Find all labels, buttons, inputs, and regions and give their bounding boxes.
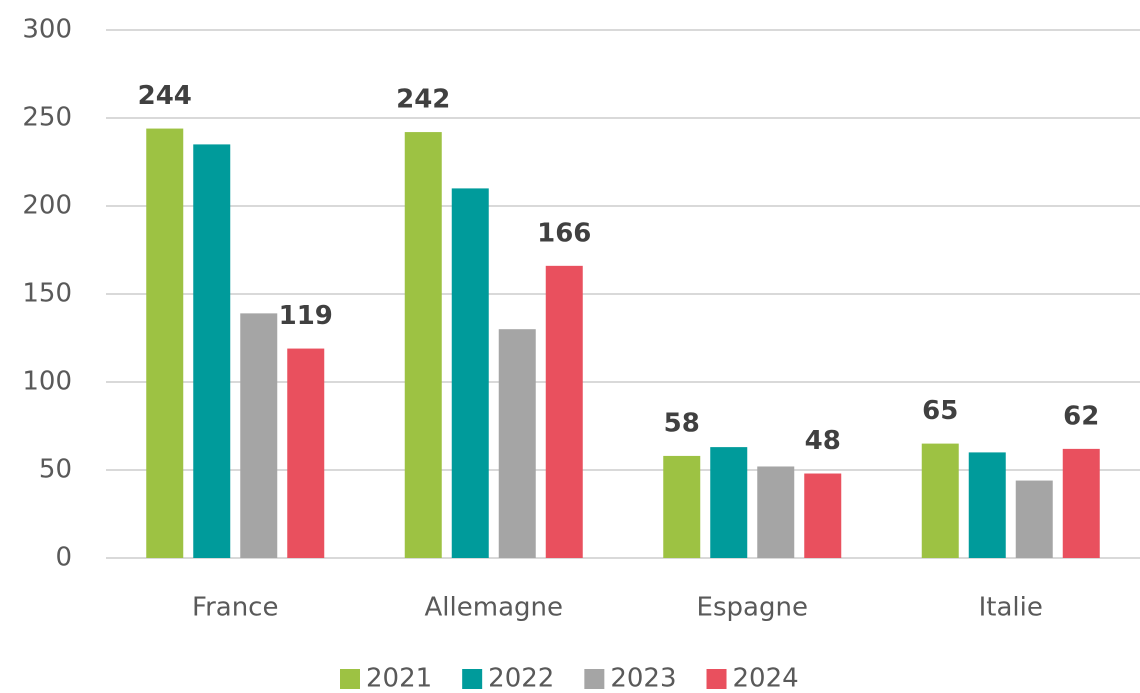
legend-swatch bbox=[462, 669, 483, 689]
bar bbox=[498, 329, 536, 558]
bar bbox=[193, 144, 231, 558]
data-label: 242 bbox=[396, 85, 450, 115]
legend-swatch bbox=[706, 669, 727, 689]
bar bbox=[1062, 448, 1100, 558]
y-tick-label: 150 bbox=[22, 279, 72, 309]
legend-label: 2022 bbox=[488, 664, 554, 693]
y-tick-label: 0 bbox=[55, 543, 72, 573]
data-label: 244 bbox=[138, 81, 192, 111]
bar bbox=[287, 348, 325, 558]
data-label: 58 bbox=[664, 408, 700, 438]
x-tick-label: Italie bbox=[979, 593, 1043, 623]
data-label: 65 bbox=[922, 396, 958, 426]
bar bbox=[921, 443, 959, 558]
legend-label: 2024 bbox=[733, 664, 799, 693]
bar bbox=[545, 265, 583, 558]
bar bbox=[968, 452, 1006, 558]
legend-label: 2023 bbox=[610, 664, 676, 693]
bar bbox=[240, 313, 278, 558]
x-tick-label: Allemagne bbox=[425, 593, 563, 623]
y-tick-label: 100 bbox=[22, 367, 72, 397]
bar bbox=[1015, 480, 1053, 558]
data-label: 166 bbox=[537, 218, 591, 248]
y-tick-label: 200 bbox=[22, 191, 72, 221]
legend-label: 2021 bbox=[366, 664, 432, 693]
bar bbox=[710, 447, 748, 558]
data-label: 119 bbox=[279, 301, 333, 331]
bar bbox=[146, 128, 184, 558]
legend-swatch bbox=[584, 669, 605, 689]
y-tick-label: 250 bbox=[22, 103, 72, 133]
data-label: 48 bbox=[805, 426, 841, 456]
bar bbox=[804, 473, 842, 558]
x-tick-label: France bbox=[192, 593, 278, 623]
bar bbox=[757, 466, 795, 558]
bar bbox=[663, 455, 701, 558]
legend-swatch bbox=[340, 669, 360, 689]
bar bbox=[404, 132, 442, 558]
bar bbox=[451, 188, 489, 558]
y-tick-label: 300 bbox=[22, 15, 72, 45]
data-label: 62 bbox=[1063, 401, 1099, 431]
y-tick-label: 50 bbox=[39, 455, 72, 485]
x-tick-label: Espagne bbox=[697, 593, 808, 623]
